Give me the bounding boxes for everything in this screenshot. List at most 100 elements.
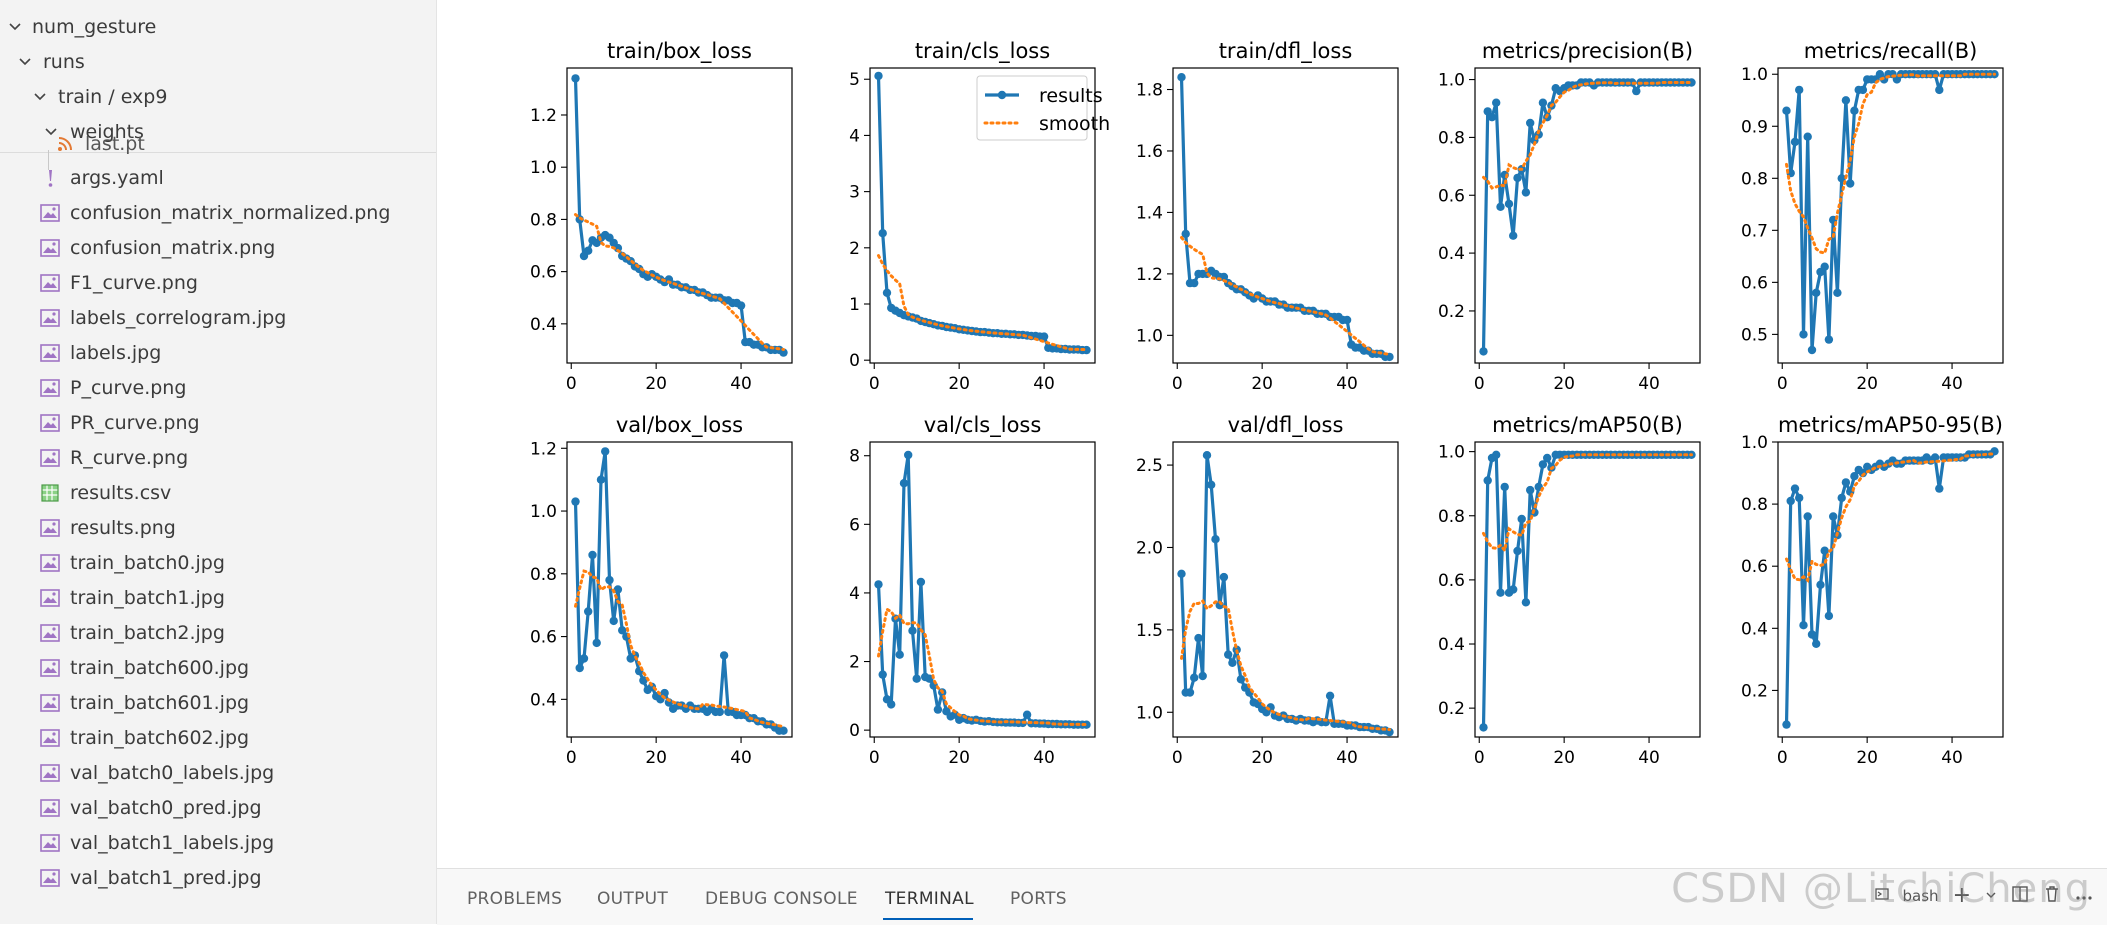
x-tick-label: 20 [1553,374,1575,394]
x-tick-label: 0 [1172,374,1183,394]
chevron-down-icon[interactable] [6,20,24,34]
data-point [1812,639,1821,648]
tab-debug-console[interactable]: DEBUG CONSOLE [705,889,858,909]
data-point [1207,480,1216,489]
data-point [1517,514,1526,524]
file-item[interactable]: val_batch0_pred.jpg [0,792,436,824]
data-point [1824,611,1834,621]
terminal-name[interactable]: bash [1902,886,1939,905]
file-item[interactable]: F1_curve.png [0,267,436,299]
data-point [1492,450,1501,459]
y-tick-label: 1.2 [530,439,557,459]
file-item[interactable]: train_batch602.jpg [0,722,436,754]
panel-actions: bash + [1874,883,2093,908]
file-item[interactable]: val_batch1_pred.jpg [0,862,436,894]
folder-weights[interactable]: weights [0,116,436,148]
data-point [1812,288,1821,297]
data-point [618,626,627,635]
folder-label: train / exp9 [58,86,168,108]
file-item[interactable]: results.csv [0,477,436,509]
chevron-down-icon[interactable] [16,55,34,69]
folder-num-gesture[interactable]: num_gesture [0,11,436,43]
data-point [1504,199,1514,209]
folder-label: num_gesture [32,16,157,38]
y-tick-label: 0.8 [530,210,557,230]
file-item[interactable]: train_batch2.jpg [0,617,436,649]
image-icon [40,553,60,573]
file-item[interactable]: P_curve.png [0,372,436,404]
file-item[interactable]: last.pt [0,128,436,160]
x-tick-label: 20 [1251,748,1273,768]
file-item[interactable]: confusion_matrix.png [0,232,436,264]
file-item[interactable]: val_batch0_labels.jpg [0,757,436,789]
more-actions-icon[interactable] [2075,887,2093,905]
data-point [1479,723,1488,732]
file-item[interactable]: labels_correlogram.jpg [0,302,436,334]
trash-icon[interactable] [2043,885,2061,907]
add-terminal-button[interactable]: + [1952,883,1971,908]
smooth-series-line [1482,81,1693,190]
file-item[interactable]: PR_curve.png [0,407,436,439]
y-tick-label: 1.5 [1136,621,1163,641]
file-label: val_batch1_labels.jpg [70,832,275,854]
data-point [779,348,788,357]
file-label: train_batch601.jpg [70,692,250,714]
folder-runs[interactable]: runs [0,46,436,78]
file-item[interactable]: train_batch1.jpg [0,582,436,614]
split-terminal-icon[interactable] [2011,885,2029,907]
file-item[interactable]: confusion_matrix_normalized.png [0,197,436,229]
data-point [1850,472,1859,481]
y-tick-label: 2 [849,239,860,259]
data-point [1790,137,1800,147]
file-item[interactable]: train_batch600.jpg [0,652,436,684]
y-tick-label: 1.0 [1741,65,1768,85]
folder-label: runs [43,51,85,73]
file-item[interactable]: val_batch1_labels.jpg [0,827,436,859]
data-point [719,651,729,660]
data-point [1496,588,1505,597]
tab-output[interactable]: OUTPUT [597,889,669,909]
file-item[interactable]: results.png [0,512,436,544]
file-label: confusion_matrix.png [70,237,276,259]
data-point [1930,453,1940,462]
data-point [1799,330,1808,339]
chart-panel: metrics/mAP50-95(B) 0.2 0.4 0.6 0.8 1.0 0 20 40 [1741,413,2004,768]
data-point [1177,73,1186,82]
data-point [878,670,887,679]
chevron-down-icon[interactable] [1985,887,1997,905]
data-point [571,497,580,506]
file-item[interactable]: train_batch601.jpg [0,687,436,719]
file-item[interactable]: train_batch0.jpg [0,547,436,579]
y-tick-label: 1.0 [1438,71,1465,91]
file-label: labels.jpg [70,342,162,364]
data-point [1082,720,1091,729]
data-point [605,575,614,585]
file-item[interactable]: labels.jpg [0,337,436,369]
chevron-down-icon[interactable] [31,90,49,104]
y-tick-label: 0.8 [1741,169,1768,189]
tab-terminal[interactable]: TERMINAL [885,889,974,909]
data-point [933,705,943,714]
smooth-series-line [574,213,785,351]
chevron-down-icon[interactable] [42,125,60,139]
file-label: train_batch602.jpg [70,727,250,749]
tab-ports[interactable]: PORTS [1010,889,1067,909]
data-point [887,700,896,709]
data-point [1846,179,1855,188]
tab-problems[interactable]: PROBLEMS [467,889,563,909]
data-point [1513,173,1522,183]
y-tick-label: 0.4 [1741,619,1768,639]
file-item[interactable]: args.yaml [0,162,436,194]
plot-area [1777,441,2004,738]
folder-train-exp9[interactable]: train / exp9 [0,81,436,113]
data-point [1325,691,1335,700]
chart-title: metrics/precision(B) [1482,39,1693,63]
data-point [1500,482,1509,492]
file-label: results.csv [70,482,172,504]
chart-title: metrics/recall(B) [1804,39,1978,63]
x-tick-label: 40 [1336,374,1358,394]
y-tick-label: 1.6 [1136,142,1163,162]
file-item[interactable]: R_curve.png [0,442,436,474]
smooth-series-line [574,569,785,728]
y-tick-label: 1.0 [1741,433,1768,453]
